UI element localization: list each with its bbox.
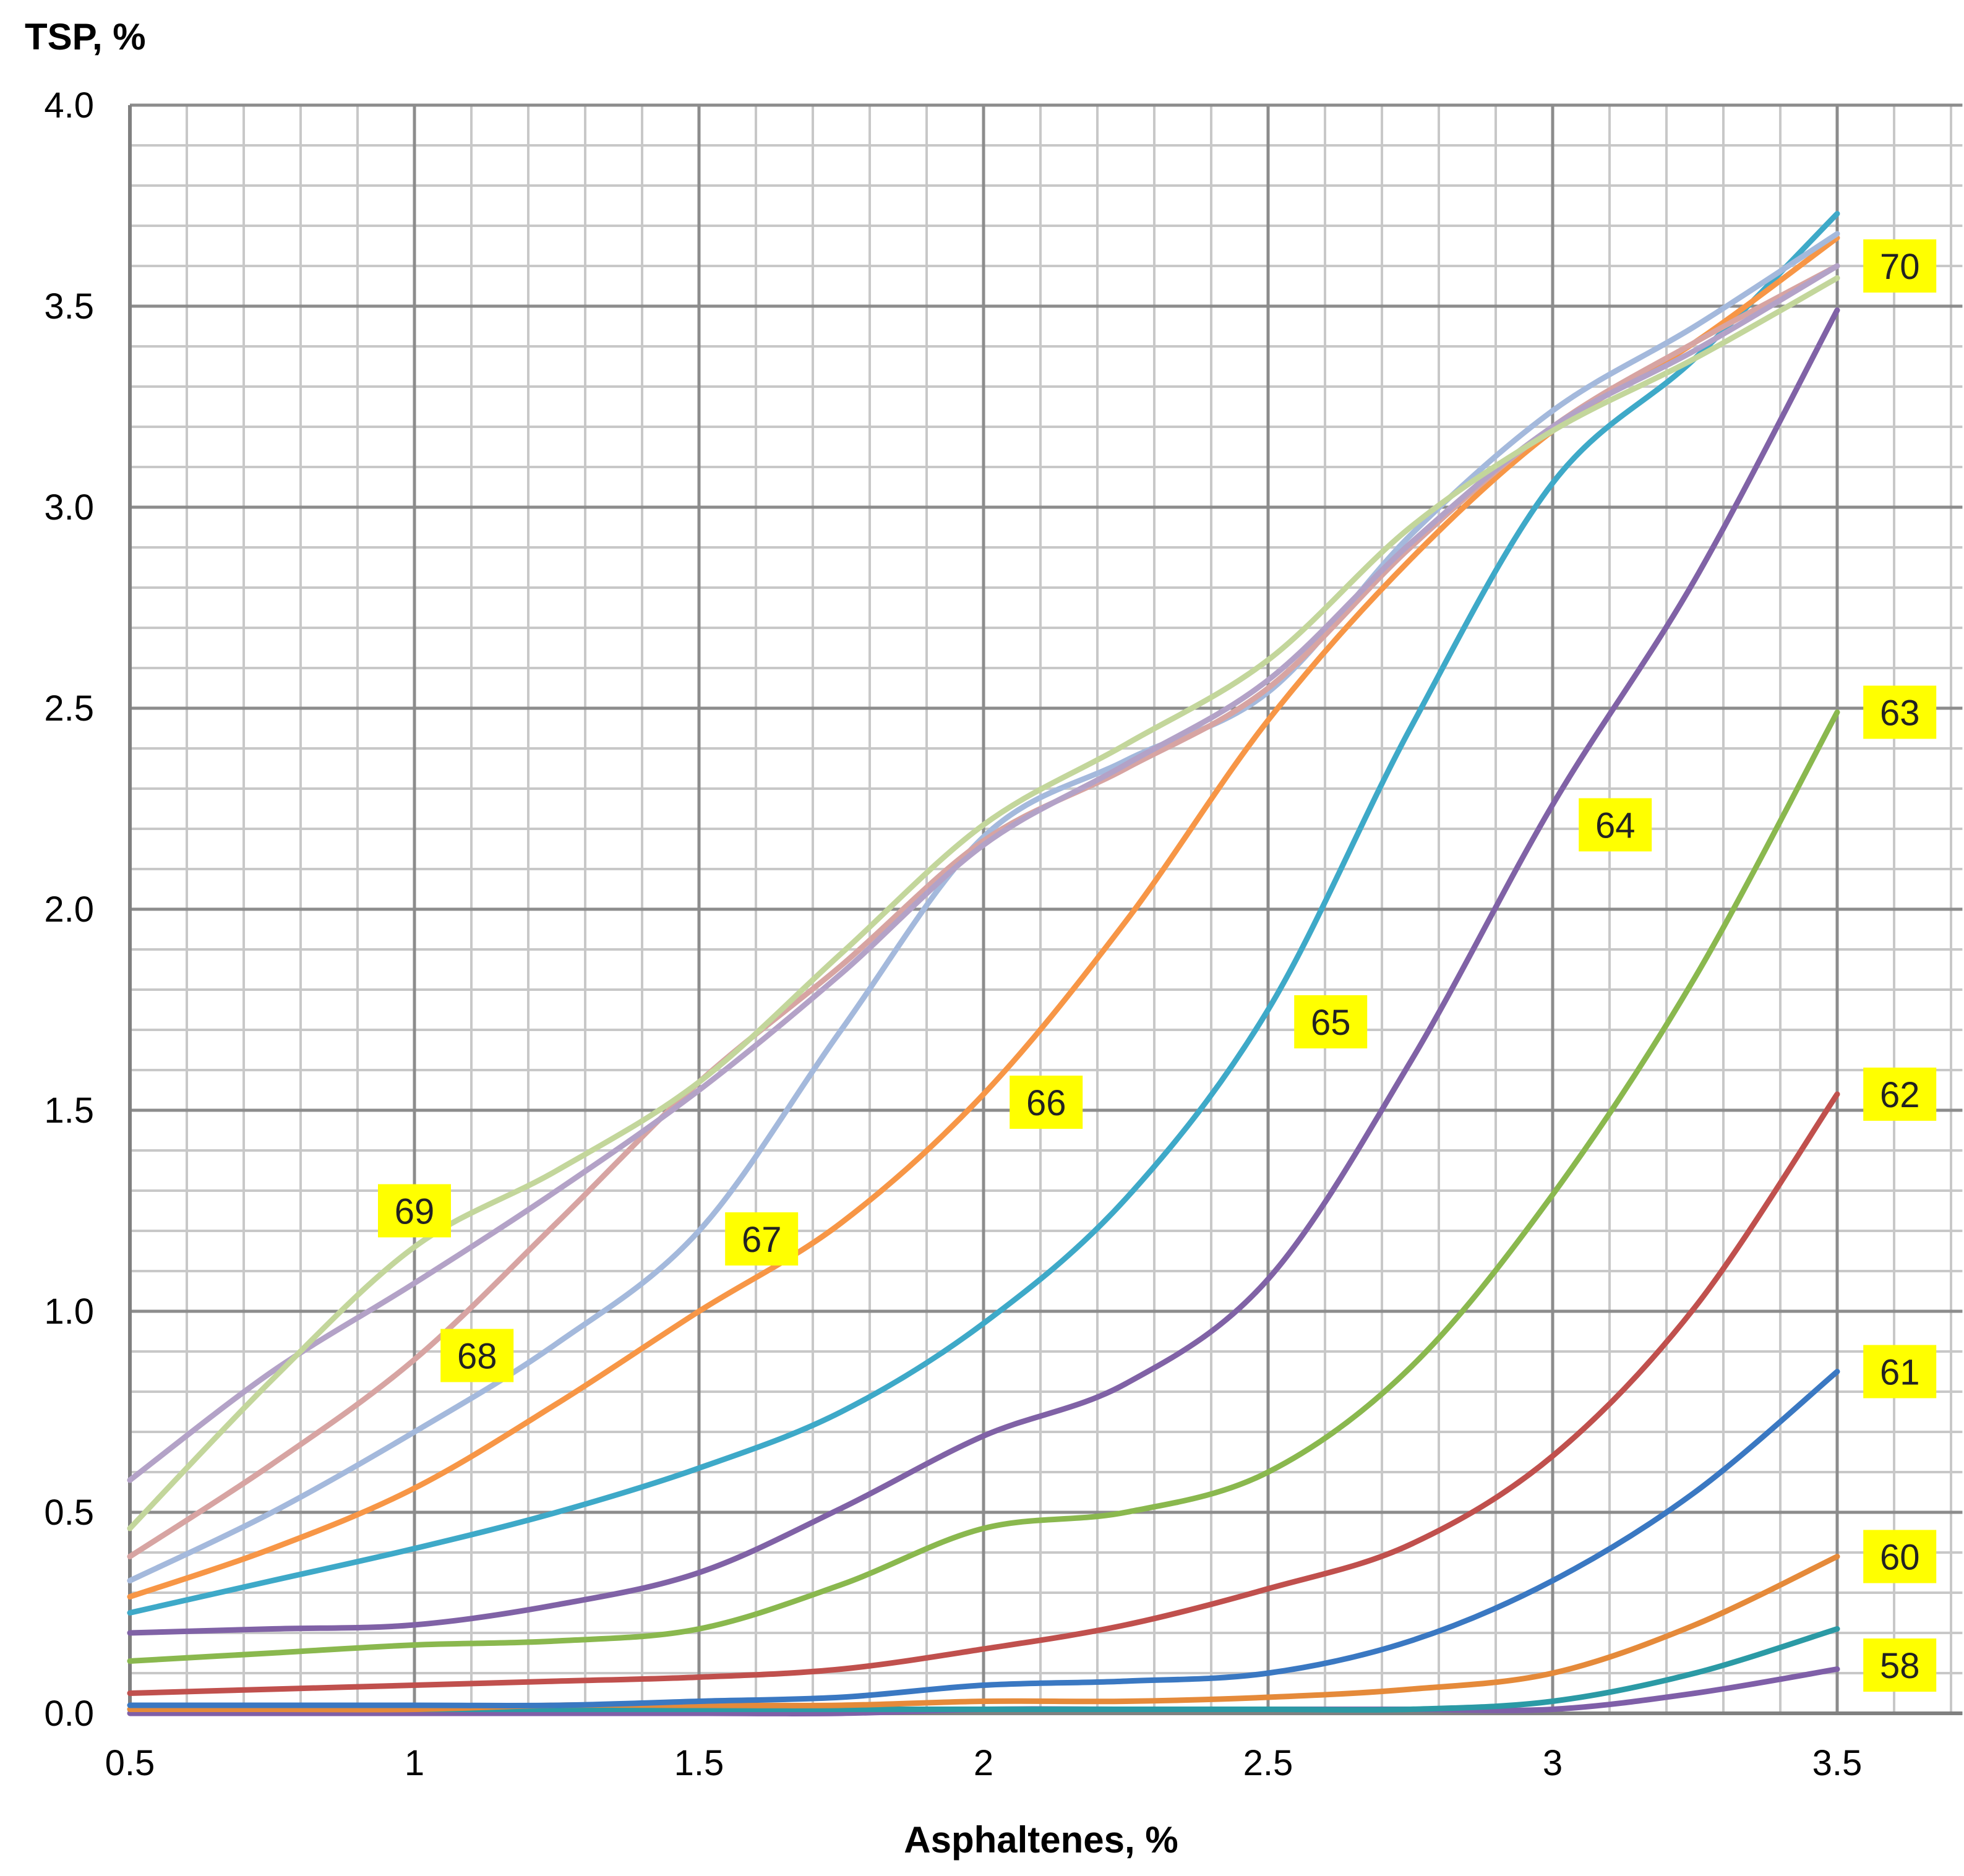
curve-label: 66 [1010, 1076, 1083, 1129]
curve-label: 60 [1863, 1530, 1937, 1583]
x-tick-label: 2.5 [1243, 1743, 1293, 1783]
curve-label-text: 61 [1880, 1353, 1920, 1393]
series-line-64 [127, 307, 1840, 1636]
curve-label-background [1863, 685, 1937, 739]
curve-label: 63 [1863, 685, 1937, 739]
x-tick-label: 3.5 [1812, 1743, 1863, 1783]
y-tick-label: 2.5 [44, 688, 94, 729]
curve-label-background [1863, 1345, 1937, 1398]
x-tick-label: 1.5 [674, 1743, 724, 1783]
x-axis-title: Asphaltenes, % [904, 1819, 1178, 1861]
curve-label-text: 67 [742, 1220, 782, 1260]
series-line-62 [127, 1091, 1840, 1696]
curve-label: 68 [440, 1329, 514, 1382]
curve-label-background [378, 1184, 451, 1238]
curve-label-text: 65 [1311, 1003, 1351, 1043]
curve-label: 58 [1863, 1638, 1937, 1692]
curve-label-text: 68 [457, 1337, 497, 1377]
series-line-60 [127, 1554, 1840, 1713]
series-line-69 [127, 263, 1840, 1483]
x-tick-label: 1 [405, 1743, 424, 1783]
x-tick-label: 2 [974, 1743, 993, 1783]
curve-label-text: 66 [1026, 1083, 1066, 1123]
series-line-61 [127, 1369, 1840, 1708]
curve-label-background [1010, 1076, 1083, 1129]
curve-label-text: 58 [1880, 1646, 1920, 1686]
curve-label-text: 63 [1880, 693, 1920, 734]
series-line-70 [127, 275, 1840, 1531]
curve-label-text: 62 [1880, 1075, 1920, 1115]
curve-label: 69 [378, 1184, 451, 1238]
y-tick-label: 1.0 [44, 1291, 94, 1332]
curve-label-text: 69 [395, 1192, 435, 1232]
curve-label: 62 [1863, 1068, 1937, 1121]
y-tick-label: 3.5 [44, 286, 94, 327]
x-tick-label: 0.5 [105, 1743, 155, 1783]
y-tick-label: 3.0 [44, 487, 94, 528]
curve-label-text: 64 [1595, 806, 1636, 846]
curve-label: 70 [1863, 239, 1937, 293]
x-tick-label: 3 [1543, 1743, 1563, 1783]
curve-label-background [725, 1212, 799, 1266]
curve-label-background [1863, 239, 1937, 293]
curve-label-text: 70 [1880, 247, 1920, 287]
curve-label: 67 [725, 1212, 799, 1266]
y-tick-label: 0.5 [44, 1493, 94, 1533]
y-tick-label: 4.0 [44, 85, 94, 126]
curve-label-text: 60 [1880, 1538, 1920, 1578]
tick-labels: 0.5 1 1.5 2 2.5 3 3.5 0.0 0.5 1.0 1.5 2.0 2.5 3.0 3.5 4… [44, 85, 1862, 1783]
curve-label-background [1863, 1068, 1937, 1121]
curve-label: 61 [1863, 1345, 1937, 1398]
curve-label-background [440, 1329, 514, 1382]
curve-label: 64 [1579, 798, 1652, 852]
series-line-63 [127, 709, 1840, 1664]
curve-labels: 58 60 61 62 63 64 65 66 67 68 69 70 [378, 239, 1937, 1692]
curve-label-background [1294, 995, 1368, 1048]
y-tick-label: 2.0 [44, 889, 94, 930]
y-tick-label: 1.5 [44, 1090, 94, 1131]
curve-label-background [1579, 798, 1652, 852]
curve-label-background [1863, 1530, 1937, 1583]
curve-label: 65 [1294, 995, 1368, 1048]
y-tick-label: 0.0 [44, 1694, 94, 1734]
y-axis-title: TSP, % [25, 16, 146, 58]
curve-label-background [1863, 1638, 1937, 1692]
series-layer [127, 211, 1840, 1716]
series-line-65 [127, 211, 1840, 1616]
